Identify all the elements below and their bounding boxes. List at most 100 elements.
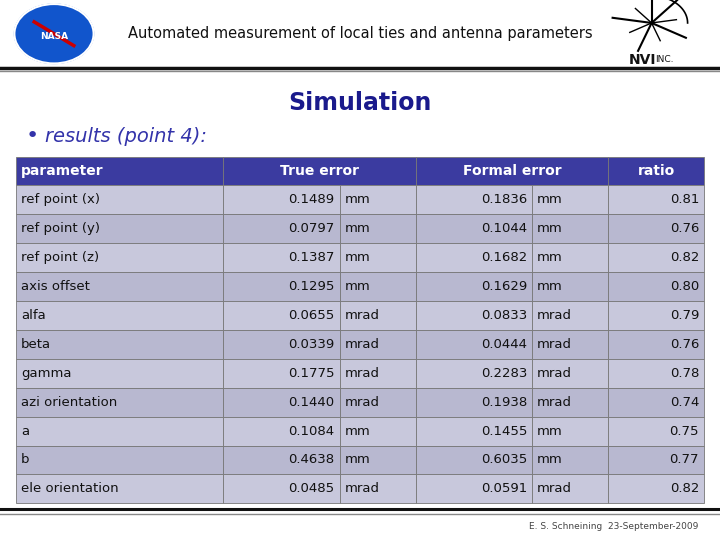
Text: gamma: gamma [21, 367, 71, 380]
Text: 0.82: 0.82 [670, 482, 699, 495]
Bar [340, 474, 415, 503]
Bar [608, 359, 704, 388]
Text: 0.74: 0.74 [670, 396, 699, 409]
Bar [16, 157, 223, 186]
Bar [608, 388, 704, 417]
Text: mrad: mrad [537, 367, 572, 380]
Bar [340, 214, 415, 243]
Text: Simulation: Simulation [288, 91, 432, 114]
Text: mm: mm [345, 424, 371, 437]
Bar [415, 446, 532, 474]
Bar [608, 186, 704, 214]
Text: 0.0591: 0.0591 [481, 482, 527, 495]
Text: E. S. Schneining  23-September-2009: E. S. Schneining 23-September-2009 [529, 522, 698, 531]
Bar [340, 301, 415, 330]
Text: 0.81: 0.81 [670, 193, 699, 206]
Text: 0.1084: 0.1084 [289, 424, 335, 437]
Text: True error: True error [280, 164, 359, 178]
Text: azi orientation: azi orientation [21, 396, 117, 409]
Bar [340, 359, 415, 388]
Text: 0.1682: 0.1682 [481, 251, 527, 264]
Bar [608, 157, 704, 186]
Text: NVI: NVI [629, 53, 657, 66]
Bar [340, 186, 415, 214]
Text: mm: mm [345, 280, 371, 293]
Text: 0.0655: 0.0655 [289, 309, 335, 322]
Bar [223, 330, 340, 359]
Bar [608, 301, 704, 330]
Text: mrad: mrad [537, 396, 572, 409]
Text: 0.1629: 0.1629 [481, 280, 527, 293]
Text: INC.: INC. [655, 56, 674, 64]
Text: 0.79: 0.79 [670, 309, 699, 322]
Bar [532, 186, 608, 214]
Bar [16, 214, 223, 243]
Bar [16, 330, 223, 359]
Text: Automated measurement of local ties and antenna parameters: Automated measurement of local ties and … [127, 26, 593, 41]
Text: mm: mm [345, 251, 371, 264]
Text: 0.1387: 0.1387 [288, 251, 335, 264]
Bar [415, 474, 532, 503]
Circle shape [14, 4, 94, 63]
Bar [608, 417, 704, 445]
Text: 0.82: 0.82 [670, 251, 699, 264]
Bar [223, 214, 340, 243]
Text: 0.76: 0.76 [670, 338, 699, 351]
Text: parameter: parameter [21, 164, 104, 178]
Text: mm: mm [345, 222, 371, 235]
Bar [532, 474, 608, 503]
Text: •: • [25, 126, 38, 146]
Bar [223, 388, 340, 417]
Bar [223, 474, 340, 503]
Bar [16, 272, 223, 301]
Bar [340, 330, 415, 359]
Bar [16, 474, 223, 503]
Bar [532, 359, 608, 388]
Bar [223, 359, 340, 388]
Bar [415, 243, 532, 272]
Text: mrad: mrad [345, 396, 379, 409]
Text: mm: mm [537, 424, 563, 437]
Bar [16, 417, 223, 445]
Bar [340, 417, 415, 445]
Bar [608, 214, 704, 243]
Bar [16, 186, 223, 214]
Bar [415, 157, 608, 186]
Bar [223, 417, 340, 445]
Bar [340, 243, 415, 272]
Text: 0.76: 0.76 [670, 222, 699, 235]
Text: results (point 4):: results (point 4): [45, 126, 207, 146]
Bar [223, 157, 415, 186]
Bar [16, 446, 223, 474]
Text: mm: mm [345, 193, 371, 206]
Text: 0.1489: 0.1489 [289, 193, 335, 206]
Text: alfa: alfa [21, 309, 45, 322]
Text: 0.0444: 0.0444 [481, 338, 527, 351]
Text: 0.77: 0.77 [670, 454, 699, 467]
Bar [532, 301, 608, 330]
Bar [16, 301, 223, 330]
Text: ref point (z): ref point (z) [21, 251, 99, 264]
Text: 0.1938: 0.1938 [481, 396, 527, 409]
Bar [608, 330, 704, 359]
Text: mrad: mrad [537, 309, 572, 322]
Bar [415, 186, 532, 214]
Bar [340, 272, 415, 301]
Text: 0.1295: 0.1295 [288, 280, 335, 293]
Text: 0.6035: 0.6035 [481, 454, 527, 467]
Bar [415, 330, 532, 359]
Bar [532, 417, 608, 445]
Bar [415, 272, 532, 301]
Bar [608, 474, 704, 503]
Text: mm: mm [537, 454, 563, 467]
Text: beta: beta [21, 338, 51, 351]
Text: 0.0485: 0.0485 [289, 482, 335, 495]
Text: 0.0833: 0.0833 [481, 309, 527, 322]
Text: mrad: mrad [345, 367, 379, 380]
Bar [608, 243, 704, 272]
Bar [415, 359, 532, 388]
Bar [532, 243, 608, 272]
Text: 0.1455: 0.1455 [481, 424, 527, 437]
Text: 0.2283: 0.2283 [481, 367, 527, 380]
Bar [415, 388, 532, 417]
